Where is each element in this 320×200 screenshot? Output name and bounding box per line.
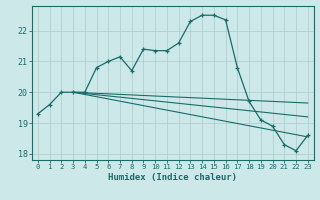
- X-axis label: Humidex (Indice chaleur): Humidex (Indice chaleur): [108, 173, 237, 182]
